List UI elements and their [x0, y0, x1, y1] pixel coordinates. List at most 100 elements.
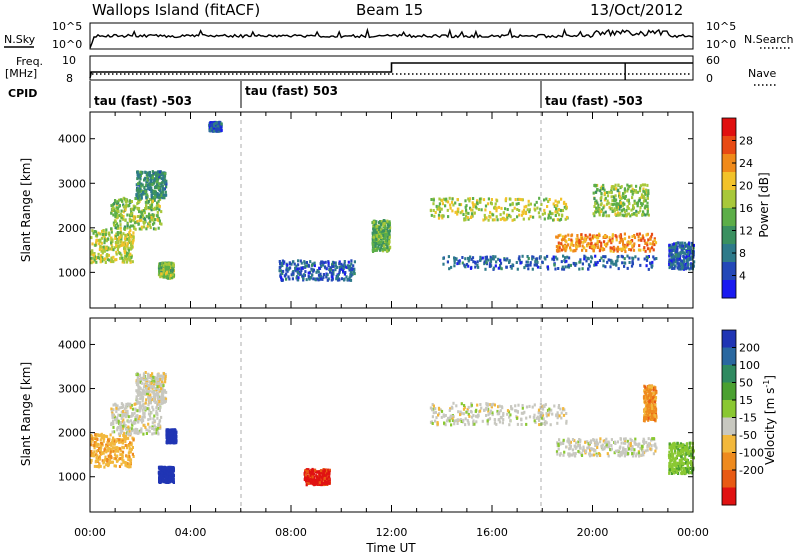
- heatmap-cell: [329, 270, 332, 274]
- heatmap-cell: [147, 384, 150, 387]
- heatmap-cell: [101, 256, 104, 260]
- heatmap-cell: [646, 209, 649, 213]
- heatmap-cell: [111, 460, 114, 464]
- heatmap-cell: [155, 388, 158, 392]
- heatmap-cell: [122, 412, 125, 416]
- heatmap-cell: [637, 235, 640, 238]
- heatmap-cell: [386, 219, 389, 223]
- heatmap-cell: [642, 236, 645, 240]
- heatmap-cell: [117, 238, 120, 242]
- heatmap-cell: [567, 238, 571, 241]
- heatmap-cell: [643, 246, 646, 250]
- heatmap-cell: [536, 260, 539, 264]
- heatmap-cell: [382, 247, 385, 251]
- heatmap-cell: [673, 242, 676, 246]
- heatmap-cell: [674, 264, 677, 268]
- heatmap-cell: [554, 210, 557, 214]
- heatmap-cell: [102, 434, 106, 438]
- heatmap-cell: [376, 246, 379, 250]
- heatmap-cell: [314, 470, 317, 474]
- heatmap-cell: [164, 181, 167, 184]
- heatmap-cell: [296, 271, 299, 275]
- heatmap-cell: [538, 423, 541, 427]
- heatmap-cell: [557, 200, 560, 204]
- heatmap-cell: [160, 210, 163, 214]
- heatmap-cell: [374, 242, 377, 246]
- heatmap-cell: [120, 214, 123, 217]
- heatmap-cell: [116, 454, 119, 458]
- heatmap-cell: [130, 414, 133, 418]
- heatmap-cell: [139, 210, 142, 214]
- heatmap-cell: [157, 384, 160, 388]
- heatmap-cell: [111, 449, 114, 453]
- heatmap-cell: [558, 414, 561, 418]
- heatmap-cell: [578, 240, 581, 244]
- heatmap-cell: [607, 258, 610, 262]
- heatmap-cell: [151, 196, 154, 200]
- heatmap-cell: [462, 213, 465, 216]
- heatmap-cell: [502, 211, 505, 215]
- heatmap-cell: [626, 198, 629, 202]
- heatmap-cell: [377, 243, 380, 246]
- heatmap-cell: [469, 206, 472, 210]
- heatmap-cell: [209, 126, 212, 130]
- heatmap-cell: [145, 204, 148, 208]
- heatmap-cell: [141, 396, 144, 400]
- heatmap-cell: [139, 397, 142, 401]
- heatmap-cell: [281, 264, 284, 268]
- heatmap-cell: [378, 225, 381, 229]
- heatmap-cell: [596, 260, 599, 264]
- colorbar-swatch: [722, 280, 736, 299]
- heatmap-cell: [301, 266, 304, 270]
- heatmap-cell: [584, 237, 587, 241]
- heatmap-cell: [105, 463, 108, 467]
- heatmap-cell: [285, 272, 288, 276]
- heatmap-cell: [471, 208, 474, 212]
- heatmap-cell: [459, 211, 462, 215]
- heatmap-cell: [147, 429, 150, 433]
- heatmap-cell: [628, 202, 631, 206]
- heatmap-cell: [602, 236, 605, 239]
- heatmap-cell: [338, 262, 341, 266]
- heatmap-cell: [464, 417, 467, 421]
- heatmap-cell: [565, 244, 568, 248]
- heatmap-cell: [95, 465, 99, 468]
- heatmap-cell: [135, 396, 138, 400]
- heatmap-cell: [565, 259, 568, 263]
- heatmap-cell: [557, 413, 560, 417]
- heatmap-cell: [140, 196, 143, 200]
- heatmap-cell: [106, 444, 109, 448]
- heatmap-cell: [151, 170, 154, 174]
- heatmap-cell: [337, 272, 340, 276]
- heatmap-cell: [625, 208, 628, 212]
- heatmap-cell: [429, 209, 433, 213]
- heatmap-cell: [443, 421, 446, 425]
- heatmap-cell: [158, 397, 162, 401]
- heatmap-cell: [171, 273, 174, 277]
- heatmap-cell: [671, 246, 674, 249]
- heatmap-cell: [558, 213, 561, 217]
- heatmap-cell: [280, 277, 283, 281]
- heatmap-cell: [129, 214, 132, 218]
- heatmap-cell: [150, 411, 153, 415]
- heatmap-cell: [525, 204, 528, 208]
- heatmap-cell: [162, 173, 165, 177]
- heatmap-cell: [90, 453, 93, 457]
- heatmap-cell: [471, 256, 475, 260]
- nave-tick-bottom: 0: [706, 72, 713, 85]
- heatmap-cell: [162, 175, 165, 179]
- heatmap-cell: [623, 261, 626, 265]
- heatmap-cell: [551, 212, 554, 216]
- heatmap-cell: [578, 267, 581, 271]
- heatmap-cell: [132, 428, 135, 432]
- heatmap-cell: [126, 257, 129, 261]
- heatmap-cell: [142, 419, 145, 423]
- heatmap-cell: [622, 192, 625, 196]
- heatmap-cell: [94, 433, 97, 437]
- heatmap-cell: [332, 261, 336, 265]
- heatmap-cell: [640, 193, 644, 197]
- heatmap-cell: [610, 195, 613, 199]
- heatmap-cell: [474, 205, 477, 209]
- heatmap-cell: [128, 204, 131, 207]
- heatmap-cell: [155, 380, 158, 384]
